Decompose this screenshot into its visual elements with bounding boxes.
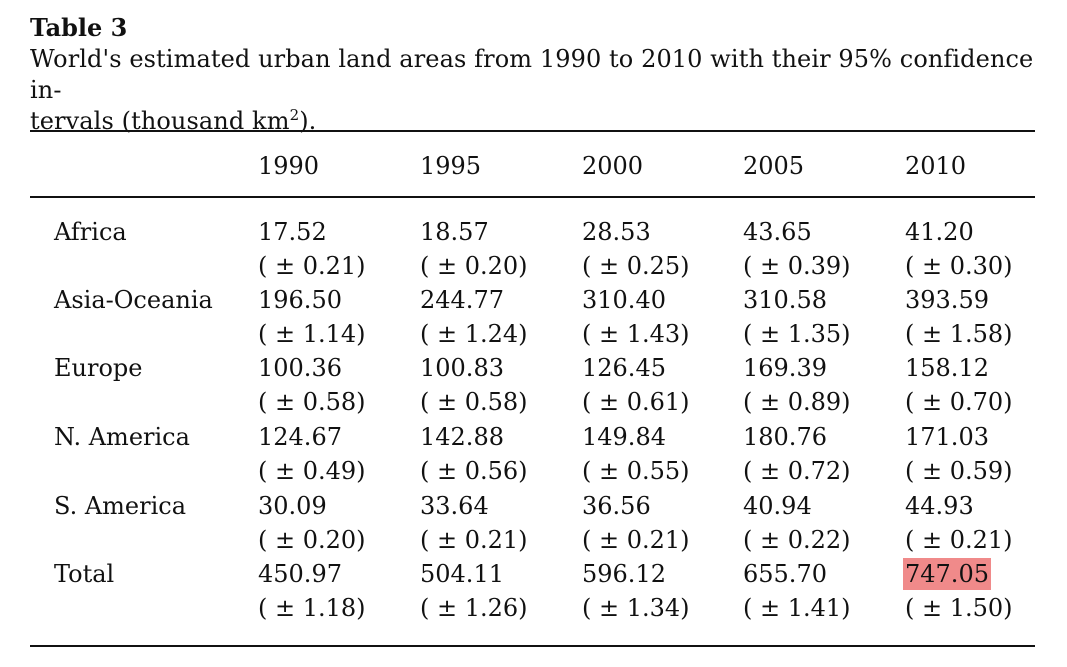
interval-cell: ( ± 0.20)	[420, 252, 528, 280]
value-cell: 244.77	[420, 286, 504, 314]
interval-cell: ( ± 0.49)	[258, 457, 366, 485]
value-cell: 169.39	[743, 354, 827, 382]
caption-line-2-end: ).	[299, 107, 317, 135]
interval-cell: ( ± 0.21)	[258, 252, 366, 280]
interval-cell: ( ± 1.41)	[743, 594, 851, 622]
interval-cell: ( ± 0.59)	[905, 457, 1013, 485]
value-cell: 41.20	[905, 218, 974, 246]
value-cell: 655.70	[743, 560, 827, 588]
value-cell: 142.88	[420, 423, 504, 451]
interval-cell: ( ± 1.43)	[582, 320, 690, 348]
value-cell: 36.56	[582, 492, 651, 520]
interval-cell: ( ± 1.58)	[905, 320, 1013, 348]
interval-cell: ( ± 1.26)	[420, 594, 528, 622]
interval-cell: ( ± 0.30)	[905, 252, 1013, 280]
column-header-2000: 2000	[582, 152, 644, 180]
interval-cell: ( ± 1.18)	[258, 594, 366, 622]
table-header-row: 1990 1995 2000 2005 2010	[0, 150, 1067, 182]
row-label: Asia-Oceania	[54, 286, 213, 314]
row-label: N. America	[54, 423, 190, 451]
interval-cell: ( ± 0.22)	[743, 526, 851, 554]
value-cell: 18.57	[420, 218, 489, 246]
interval-cell: ( ± 1.50)	[905, 594, 1013, 622]
table-row-n-america: N. America 124.67 142.88 149.84 180.76 1…	[0, 421, 1067, 489]
value-cell: 30.09	[258, 492, 327, 520]
value-cell: 596.12	[582, 560, 666, 588]
table-row-africa: Africa 17.52 18.57 28.53 43.65 41.20 ( ±…	[0, 216, 1067, 284]
value-cell: 40.94	[743, 492, 812, 520]
value-cell: 33.64	[420, 492, 489, 520]
interval-cell: ( ± 0.70)	[905, 388, 1013, 416]
interval-cell: ( ± 1.24)	[420, 320, 528, 348]
row-label: S. America	[54, 492, 187, 520]
interval-cell: ( ± 0.56)	[420, 457, 528, 485]
interval-cell: ( ± 0.61)	[582, 388, 690, 416]
value-cell: 149.84	[582, 423, 666, 451]
value-cell: 196.50	[258, 286, 342, 314]
value-cell: 100.36	[258, 354, 342, 382]
value-cell: 100.83	[420, 354, 504, 382]
column-header-1990: 1990	[258, 152, 320, 180]
caption-superscript: 2	[289, 106, 300, 124]
interval-cell: ( ± 0.25)	[582, 252, 690, 280]
interval-cell: ( ± 0.21)	[582, 526, 690, 554]
row-label: Africa	[54, 218, 127, 246]
value-cell: 17.52	[258, 218, 327, 246]
caption-line-1: World's estimated urban land areas from …	[30, 45, 1034, 104]
value-cell: 310.58	[743, 286, 827, 314]
column-header-1995: 1995	[420, 152, 482, 180]
column-header-2010: 2010	[905, 152, 967, 180]
bottom-rule	[30, 645, 1035, 647]
value-cell: 44.93	[905, 492, 974, 520]
column-header-2005: 2005	[743, 152, 805, 180]
table-label: Table 3	[30, 13, 128, 42]
table-row-total: Total 450.97 504.11 596.12 655.70 747.05…	[0, 558, 1067, 626]
value-cell: 180.76	[743, 423, 827, 451]
interval-cell: ( ± 1.35)	[743, 320, 851, 348]
value-cell: 504.11	[420, 560, 504, 588]
interval-cell: ( ± 0.72)	[743, 457, 851, 485]
table-row-s-america: S. America 30.09 33.64 36.56 40.94 44.93…	[0, 490, 1067, 558]
interval-cell: ( ± 0.89)	[743, 388, 851, 416]
value-cell: 158.12	[905, 354, 989, 382]
interval-cell: ( ± 0.58)	[258, 388, 366, 416]
header-rule	[30, 196, 1035, 198]
interval-cell: ( ± 0.55)	[582, 457, 690, 485]
interval-cell: ( ± 0.39)	[743, 252, 851, 280]
interval-cell: ( ± 1.14)	[258, 320, 366, 348]
table-row-europe: Europe 100.36 100.83 126.45 169.39 158.1…	[0, 352, 1067, 420]
row-label: Europe	[54, 354, 143, 382]
value-cell: 310.40	[582, 286, 666, 314]
row-label: Total	[54, 560, 115, 588]
top-rule	[30, 130, 1035, 132]
value-cell: 450.97	[258, 560, 342, 588]
value-cell: 28.53	[582, 218, 651, 246]
interval-cell: ( ± 0.21)	[905, 526, 1013, 554]
value-cell: 124.67	[258, 423, 342, 451]
interval-cell: ( ± 0.21)	[420, 526, 528, 554]
highlighted-value-cell: 747.05	[903, 558, 991, 590]
interval-cell: ( ± 1.34)	[582, 594, 690, 622]
interval-cell: ( ± 0.58)	[420, 388, 528, 416]
value-cell: 43.65	[743, 218, 812, 246]
table-caption-block: Table 3 World's estimated urban land are…	[30, 12, 1035, 137]
value-cell: 126.45	[582, 354, 666, 382]
interval-cell: ( ± 0.20)	[258, 526, 366, 554]
table-row-asia-oceania: Asia-Oceania 196.50 244.77 310.40 310.58…	[0, 284, 1067, 352]
value-cell: 171.03	[905, 423, 989, 451]
table-caption: World's estimated urban land areas from …	[30, 44, 1035, 137]
value-cell: 393.59	[905, 286, 989, 314]
